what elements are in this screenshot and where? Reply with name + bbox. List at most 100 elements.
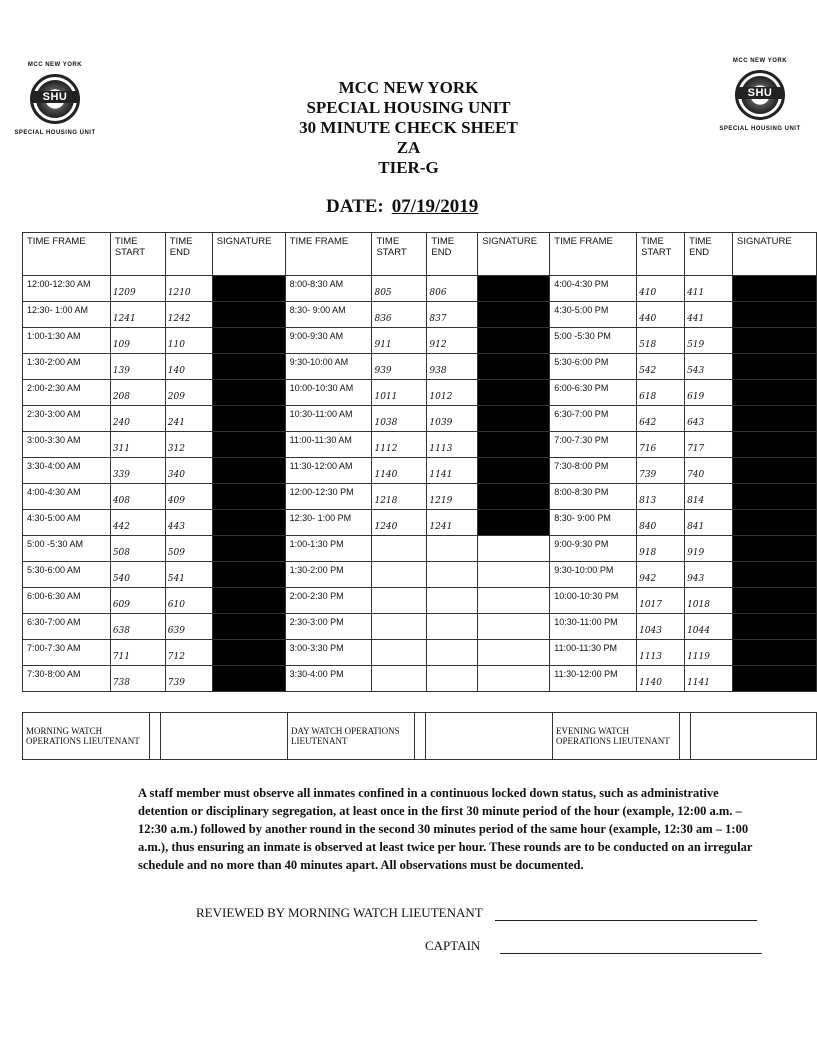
signature-cell[interactable] <box>211 561 286 588</box>
signature-cell[interactable] <box>211 301 286 328</box>
signature-cell[interactable] <box>211 509 286 536</box>
time-end-cell[interactable] <box>426 665 479 692</box>
time-end-cell[interactable] <box>426 535 479 562</box>
signature-cell[interactable] <box>477 587 551 614</box>
time-end-cell[interactable]: 740 <box>684 457 733 484</box>
signature-cell[interactable] <box>732 275 817 302</box>
time-start-cell[interactable]: 836 <box>371 301 428 328</box>
time-start-cell[interactable]: 208 <box>109 379 166 406</box>
signature-cell[interactable] <box>211 379 286 406</box>
time-start-cell[interactable]: 542 <box>636 353 686 380</box>
time-start-cell[interactable]: 540 <box>109 561 166 588</box>
time-end-cell[interactable]: 739 <box>164 665 213 692</box>
time-end-cell[interactable]: 519 <box>684 327 733 354</box>
signature-cell[interactable] <box>732 587 817 614</box>
reviewed-signature-line[interactable] <box>494 920 757 921</box>
signature-cell[interactable] <box>477 535 551 562</box>
time-start-cell[interactable]: 1218 <box>371 483 428 510</box>
time-end-cell[interactable]: 409 <box>164 483 213 510</box>
time-end-cell[interactable] <box>426 639 479 666</box>
morning-watch-signature[interactable] <box>160 712 288 760</box>
evening-watch-signature[interactable] <box>690 712 817 760</box>
time-start-cell[interactable]: 1113 <box>636 639 686 666</box>
signature-cell[interactable] <box>732 353 817 380</box>
time-end-cell[interactable]: 912 <box>426 327 479 354</box>
time-start-cell[interactable]: 642 <box>636 405 686 432</box>
signature-cell[interactable] <box>211 587 286 614</box>
time-start-cell[interactable]: 442 <box>109 509 166 536</box>
time-end-cell[interactable]: 340 <box>164 457 213 484</box>
time-start-cell[interactable]: 408 <box>109 483 166 510</box>
signature-cell[interactable] <box>211 431 286 458</box>
time-end-cell[interactable] <box>426 613 479 640</box>
time-start-cell[interactable]: 739 <box>636 457 686 484</box>
time-start-cell[interactable]: 738 <box>109 665 166 692</box>
time-end-cell[interactable] <box>426 561 479 588</box>
time-end-cell[interactable]: 509 <box>164 535 213 562</box>
signature-cell[interactable] <box>477 327 551 354</box>
signature-cell[interactable] <box>732 327 817 354</box>
time-start-cell[interactable]: 918 <box>636 535 686 562</box>
time-start-cell[interactable]: 638 <box>109 613 166 640</box>
time-end-cell[interactable]: 1210 <box>164 275 213 302</box>
time-start-cell[interactable]: 1140 <box>636 665 686 692</box>
time-end-cell[interactable]: 312 <box>164 431 213 458</box>
time-start-cell[interactable]: 109 <box>109 327 166 354</box>
signature-cell[interactable] <box>732 483 817 510</box>
signature-cell[interactable] <box>477 301 551 328</box>
signature-cell[interactable] <box>732 405 817 432</box>
time-start-cell[interactable]: 1241 <box>109 301 166 328</box>
time-end-cell[interactable]: 1242 <box>164 301 213 328</box>
time-end-cell[interactable]: 443 <box>164 509 213 536</box>
captain-signature-line[interactable] <box>500 953 763 954</box>
day-watch-signature[interactable] <box>425 712 553 760</box>
time-end-cell[interactable]: 1039 <box>426 405 479 432</box>
time-end-cell[interactable]: 943 <box>684 561 733 588</box>
time-end-cell[interactable]: 1141 <box>426 457 479 484</box>
signature-cell[interactable] <box>477 379 551 406</box>
time-start-cell[interactable]: 1038 <box>371 405 428 432</box>
signature-cell[interactable] <box>211 327 286 354</box>
time-start-cell[interactable]: 711 <box>109 639 166 666</box>
time-end-cell[interactable]: 610 <box>164 587 213 614</box>
signature-cell[interactable] <box>477 665 551 692</box>
time-end-cell[interactable]: 543 <box>684 353 733 380</box>
signature-cell[interactable] <box>211 639 286 666</box>
signature-cell[interactable] <box>477 561 551 588</box>
time-start-cell[interactable]: 1112 <box>371 431 428 458</box>
time-end-cell[interactable]: 1141 <box>684 665 733 692</box>
time-end-cell[interactable]: 1113 <box>426 431 479 458</box>
time-start-cell[interactable]: 1240 <box>371 509 428 536</box>
time-start-cell[interactable]: 1017 <box>636 587 686 614</box>
time-start-cell[interactable]: 939 <box>371 353 428 380</box>
signature-cell[interactable] <box>732 431 817 458</box>
time-start-cell[interactable] <box>371 613 428 640</box>
time-start-cell[interactable] <box>371 665 428 692</box>
time-end-cell[interactable]: 643 <box>684 405 733 432</box>
time-end-cell[interactable]: 639 <box>164 613 213 640</box>
signature-cell[interactable] <box>477 457 551 484</box>
time-end-cell[interactable]: 1241 <box>426 509 479 536</box>
signature-cell[interactable] <box>732 665 817 692</box>
signature-cell[interactable] <box>477 431 551 458</box>
time-end-cell[interactable]: 1018 <box>684 587 733 614</box>
time-end-cell[interactable]: 1219 <box>426 483 479 510</box>
time-end-cell[interactable]: 411 <box>684 275 733 302</box>
time-end-cell[interactable]: 140 <box>164 353 213 380</box>
signature-cell[interactable] <box>732 613 817 640</box>
time-end-cell[interactable]: 1119 <box>684 639 733 666</box>
time-end-cell[interactable]: 841 <box>684 509 733 536</box>
signature-cell[interactable] <box>211 483 286 510</box>
signature-cell[interactable] <box>211 405 286 432</box>
signature-cell[interactable] <box>477 483 551 510</box>
time-start-cell[interactable] <box>371 587 428 614</box>
time-start-cell[interactable]: 805 <box>371 275 428 302</box>
time-start-cell[interactable]: 813 <box>636 483 686 510</box>
signature-cell[interactable] <box>211 353 286 380</box>
time-end-cell[interactable]: 541 <box>164 561 213 588</box>
time-end-cell[interactable]: 717 <box>684 431 733 458</box>
signature-cell[interactable] <box>732 535 817 562</box>
time-start-cell[interactable]: 840 <box>636 509 686 536</box>
time-start-cell[interactable]: 1209 <box>109 275 166 302</box>
time-start-cell[interactable]: 1140 <box>371 457 428 484</box>
